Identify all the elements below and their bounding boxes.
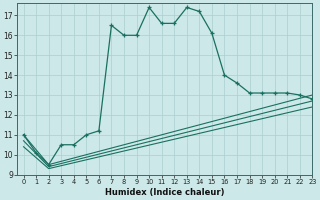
X-axis label: Humidex (Indice chaleur): Humidex (Indice chaleur) (105, 188, 225, 197)
